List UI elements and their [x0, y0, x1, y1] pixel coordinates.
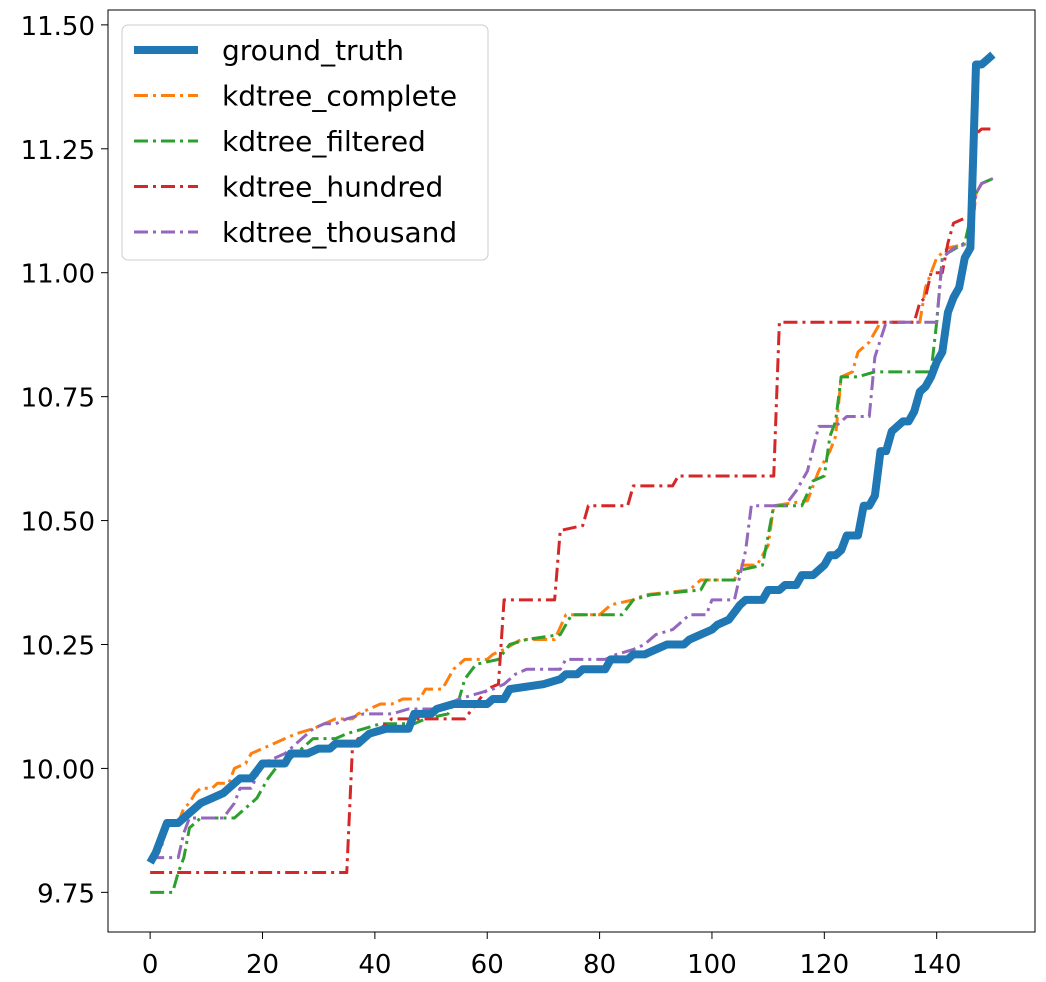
- series-line-kdtree-hundred: [150, 127, 993, 875]
- series-line-kdtree-thousand: [150, 177, 994, 860]
- x-tick-label: 0: [142, 950, 159, 980]
- y-tick-label: 10.50: [21, 508, 95, 538]
- x-tick-label: 20: [246, 950, 279, 980]
- y-tick-label: 10.25: [21, 631, 95, 661]
- y-tick-label: 10.00: [21, 755, 95, 785]
- legend: ground_truth kdtree_complete kdtree_filter…: [121, 24, 489, 261]
- y-tick-label: 11.50: [21, 12, 95, 42]
- legend-label-ground-truth: ground_truth: [222, 34, 404, 67]
- y-tick-label: 9.75: [37, 879, 95, 909]
- x-tick-label: 40: [358, 950, 391, 980]
- x-tick-label: 100: [687, 950, 737, 980]
- series-line-kdtree-filtered: [150, 177, 994, 894]
- legend-label-kdtree-thousand: kdtree_thousand: [222, 216, 457, 249]
- legend-label-kdtree-filtered: kdtree_filtered: [222, 125, 426, 158]
- series-line-kdtree-complete: [150, 177, 994, 860]
- series-line-ground-truth: [146, 51, 996, 865]
- x-tick-label: 60: [471, 950, 504, 980]
- axes-frame: [107, 9, 1036, 933]
- legend-label-kdtree-complete: kdtree_complete: [222, 80, 457, 113]
- y-tick-label: 10.75: [21, 384, 95, 414]
- x-tick-label: 80: [583, 950, 616, 980]
- series-layer: [146, 51, 996, 894]
- y-tick-label: 11.25: [21, 136, 95, 166]
- legend-box: [121, 24, 489, 261]
- legend-label-kdtree-hundred: kdtree_hundred: [222, 171, 443, 204]
- x-tick-label: 120: [799, 950, 849, 980]
- tick-layer: 0 20 40 60 80 100 120 140 9.75 10.00 10.25 10.50 10.…: [21, 12, 962, 980]
- y-tick-label: 11.00: [21, 260, 95, 290]
- x-tick-label: 140: [912, 950, 962, 980]
